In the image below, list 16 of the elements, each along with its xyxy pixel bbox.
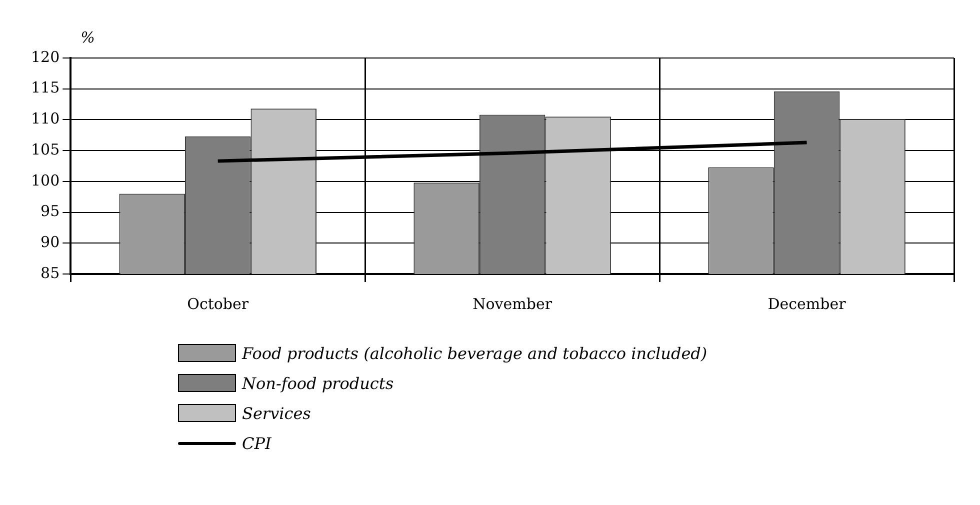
y-tick-label: 90 — [40, 233, 60, 252]
y-tick-label: 100 — [30, 171, 60, 190]
y-axis-title: % — [80, 28, 95, 46]
x-tick-label: November — [472, 294, 553, 313]
y-tick-label: 120 — [30, 48, 60, 66]
x-tick-label: December — [768, 294, 847, 313]
x-tick-label: October — [187, 294, 250, 313]
legend-label: Food products (alcoholic beverage and tobacco included) — [242, 344, 708, 362]
y-tick-label: 95 — [40, 202, 60, 220]
y-tick-label: 105 — [30, 140, 60, 158]
y-tick-label: 115 — [30, 78, 60, 97]
y-tick-label: 85 — [40, 264, 60, 282]
y-tick-label: 110 — [30, 110, 60, 128]
legend-label: Non-food products — [242, 374, 394, 392]
legend-label: Services — [242, 404, 311, 422]
legend-label: CPI — [242, 434, 272, 452]
